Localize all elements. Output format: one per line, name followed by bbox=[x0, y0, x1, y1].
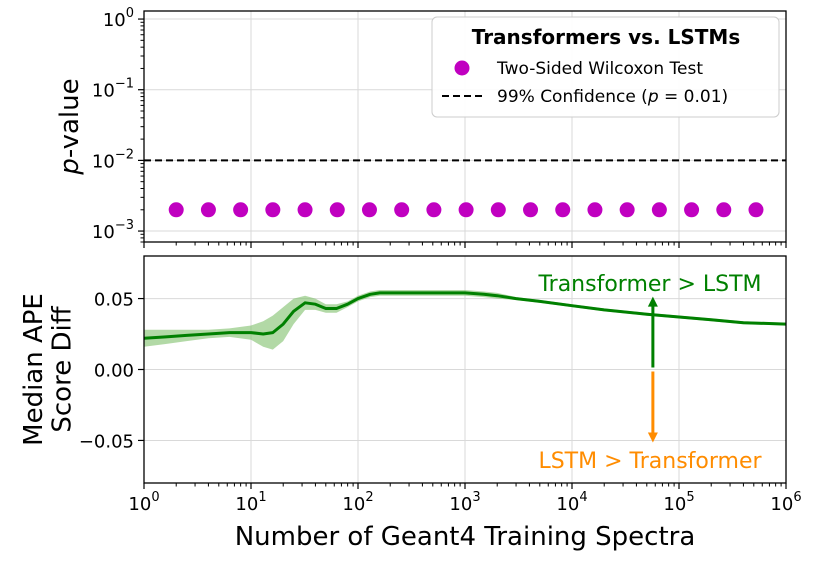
bottom-panel: Transformer > LSTM LSTM > Transformer 100 1… bbox=[19, 255, 802, 552]
x-tick-label: 102 bbox=[342, 490, 373, 515]
wilcoxon-point bbox=[490, 202, 506, 218]
top-y-tick-label: 100 bbox=[103, 6, 134, 31]
top-panel: 100 10−1 10−2 10−3 p-value Transformers vs. L… bbox=[55, 6, 787, 248]
lstm-better-annotation: LSTM > Transformer bbox=[538, 449, 762, 474]
top-y-tick-label: 10−2 bbox=[92, 147, 134, 172]
wilcoxon-point bbox=[555, 202, 571, 218]
x-tick-label: 100 bbox=[128, 490, 159, 515]
x-tick-label: 105 bbox=[663, 490, 694, 515]
legend-wilcoxon-label: Two-Sided Wilcoxon Test bbox=[496, 59, 703, 79]
wilcoxon-point bbox=[168, 202, 184, 218]
legend-title: Transformers vs. LSTMs bbox=[472, 25, 741, 49]
wilcoxon-point bbox=[265, 202, 281, 218]
x-tick-label: 101 bbox=[235, 490, 266, 515]
wilcoxon-point bbox=[523, 202, 539, 218]
wilcoxon-point bbox=[426, 202, 442, 218]
bottom-y-tick-label: 0.00 bbox=[94, 361, 134, 382]
wilcoxon-point bbox=[587, 202, 603, 218]
top-y-tick-label: 10−3 bbox=[92, 218, 134, 243]
wilcoxon-point bbox=[651, 202, 667, 218]
transformer-better-annotation: Transformer > LSTM bbox=[537, 272, 761, 297]
wilcoxon-point bbox=[458, 202, 474, 218]
wilcoxon-point bbox=[233, 202, 249, 218]
legend-frame bbox=[431, 16, 780, 118]
wilcoxon-point bbox=[619, 202, 635, 218]
wilcoxon-point bbox=[684, 202, 700, 218]
wilcoxon-point bbox=[361, 202, 377, 218]
x-axis-label: Number of Geant4 Training Spectra bbox=[235, 522, 696, 552]
legend-wilcoxon-marker bbox=[454, 60, 470, 76]
bottom-y-axis-label: Median APEScore Diff bbox=[19, 293, 78, 446]
legend-confidence-label: 99% Confidence (p = 0.01) bbox=[497, 87, 728, 107]
x-tick-label: 103 bbox=[449, 490, 480, 515]
top-y-tick-label: 10−1 bbox=[92, 77, 134, 102]
median-score-diff-line bbox=[143, 291, 787, 340]
bottom-y-tick-label: 0.05 bbox=[94, 290, 134, 311]
legend: Transformers vs. LSTMs Two-Sided Wilcoxon… bbox=[431, 16, 780, 118]
lstm-better-arrowhead bbox=[647, 432, 658, 443]
transformer-better-arrowhead bbox=[647, 296, 658, 307]
wilcoxon-point bbox=[329, 202, 345, 218]
wilcoxon-point bbox=[394, 202, 410, 218]
wilcoxon-point bbox=[297, 202, 313, 218]
wilcoxon-point bbox=[716, 202, 732, 218]
x-tick-label: 104 bbox=[556, 490, 587, 515]
top-y-axis-label: p-value bbox=[55, 78, 85, 175]
wilcoxon-point bbox=[748, 202, 764, 218]
wilcoxon-point bbox=[200, 202, 216, 218]
x-tick-label: 106 bbox=[770, 490, 801, 515]
bottom-y-tick-label: −0.05 bbox=[79, 431, 134, 452]
